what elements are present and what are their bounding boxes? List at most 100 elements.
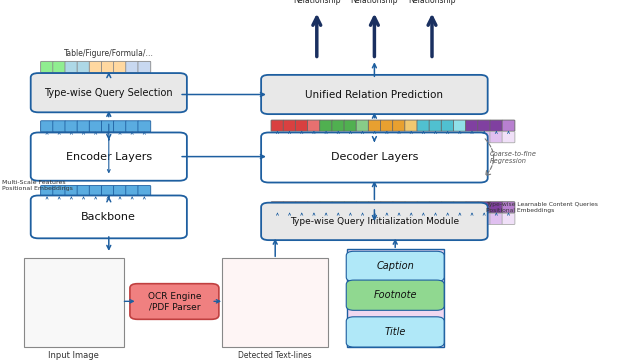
Text: Unified Relation Prediction: Unified Relation Prediction xyxy=(305,90,444,99)
FancyBboxPatch shape xyxy=(502,202,515,213)
FancyBboxPatch shape xyxy=(346,280,444,310)
FancyBboxPatch shape xyxy=(138,121,151,132)
FancyBboxPatch shape xyxy=(502,131,515,143)
Text: Type-wise Learnable Content Queries
Positional Embeddings: Type-wise Learnable Content Queries Posi… xyxy=(486,202,598,213)
FancyBboxPatch shape xyxy=(344,213,357,225)
FancyBboxPatch shape xyxy=(271,120,284,131)
FancyBboxPatch shape xyxy=(369,131,381,143)
FancyBboxPatch shape xyxy=(65,197,78,209)
FancyBboxPatch shape xyxy=(490,202,503,213)
FancyBboxPatch shape xyxy=(381,131,394,143)
FancyBboxPatch shape xyxy=(77,132,90,143)
FancyBboxPatch shape xyxy=(41,197,54,209)
FancyBboxPatch shape xyxy=(41,61,54,72)
FancyArrowPatch shape xyxy=(485,139,493,175)
FancyBboxPatch shape xyxy=(307,131,320,143)
FancyBboxPatch shape xyxy=(429,120,442,131)
FancyBboxPatch shape xyxy=(453,213,466,225)
FancyBboxPatch shape xyxy=(442,131,454,143)
FancyBboxPatch shape xyxy=(125,61,139,72)
Text: Coarse-to-fine
Regression: Coarse-to-fine Regression xyxy=(490,151,536,164)
FancyBboxPatch shape xyxy=(381,120,394,131)
FancyBboxPatch shape xyxy=(102,121,115,132)
FancyBboxPatch shape xyxy=(344,120,357,131)
Text: Title: Title xyxy=(385,327,406,337)
FancyBboxPatch shape xyxy=(332,213,345,225)
Text: Logical Role
Relationship: Logical Role Relationship xyxy=(408,0,456,5)
FancyBboxPatch shape xyxy=(453,131,466,143)
FancyBboxPatch shape xyxy=(442,120,454,131)
Text: ⋯: ⋯ xyxy=(389,314,401,327)
FancyBboxPatch shape xyxy=(41,186,54,197)
Text: Caption: Caption xyxy=(376,261,414,271)
FancyBboxPatch shape xyxy=(130,284,219,319)
FancyBboxPatch shape xyxy=(466,131,479,143)
FancyBboxPatch shape xyxy=(502,120,515,131)
FancyBboxPatch shape xyxy=(31,195,187,238)
FancyBboxPatch shape xyxy=(283,120,296,131)
FancyBboxPatch shape xyxy=(77,121,90,132)
FancyBboxPatch shape xyxy=(429,131,442,143)
FancyBboxPatch shape xyxy=(283,213,296,225)
Text: Decoder Layers: Decoder Layers xyxy=(331,153,418,162)
FancyBboxPatch shape xyxy=(356,213,369,225)
FancyBboxPatch shape xyxy=(490,131,503,143)
FancyBboxPatch shape xyxy=(295,120,308,131)
FancyBboxPatch shape xyxy=(295,213,308,225)
FancyBboxPatch shape xyxy=(417,202,430,213)
FancyBboxPatch shape xyxy=(41,132,54,143)
FancyBboxPatch shape xyxy=(478,120,491,131)
FancyBboxPatch shape xyxy=(77,61,90,72)
FancyBboxPatch shape xyxy=(466,213,479,225)
FancyBboxPatch shape xyxy=(381,213,394,225)
FancyBboxPatch shape xyxy=(490,120,503,131)
FancyBboxPatch shape xyxy=(405,120,418,131)
FancyBboxPatch shape xyxy=(125,197,139,209)
FancyBboxPatch shape xyxy=(125,132,139,143)
FancyBboxPatch shape xyxy=(295,202,308,213)
FancyBboxPatch shape xyxy=(31,73,187,112)
FancyBboxPatch shape xyxy=(320,131,333,143)
FancyBboxPatch shape xyxy=(393,202,406,213)
FancyBboxPatch shape xyxy=(346,251,444,282)
FancyBboxPatch shape xyxy=(442,213,454,225)
FancyBboxPatch shape xyxy=(271,213,284,225)
FancyBboxPatch shape xyxy=(77,186,90,197)
FancyBboxPatch shape xyxy=(393,131,406,143)
Text: Multi-Scale Features
Positional Embeddings: Multi-Scale Features Positional Embeddin… xyxy=(2,180,73,191)
FancyBboxPatch shape xyxy=(405,131,418,143)
FancyBboxPatch shape xyxy=(65,61,78,72)
FancyBboxPatch shape xyxy=(307,202,320,213)
Text: Inter-Region
Relationship: Inter-Region Relationship xyxy=(351,0,398,5)
FancyBboxPatch shape xyxy=(405,213,418,225)
FancyBboxPatch shape xyxy=(114,132,127,143)
FancyBboxPatch shape xyxy=(478,213,491,225)
FancyBboxPatch shape xyxy=(429,202,442,213)
FancyBboxPatch shape xyxy=(344,202,357,213)
FancyBboxPatch shape xyxy=(442,202,454,213)
FancyBboxPatch shape xyxy=(90,197,102,209)
FancyBboxPatch shape xyxy=(114,197,127,209)
FancyBboxPatch shape xyxy=(356,202,369,213)
FancyBboxPatch shape xyxy=(320,202,333,213)
FancyBboxPatch shape xyxy=(466,120,479,131)
FancyBboxPatch shape xyxy=(53,121,66,132)
FancyBboxPatch shape xyxy=(53,186,66,197)
FancyBboxPatch shape xyxy=(417,120,430,131)
FancyBboxPatch shape xyxy=(429,213,442,225)
FancyBboxPatch shape xyxy=(347,249,444,347)
FancyBboxPatch shape xyxy=(271,202,284,213)
FancyBboxPatch shape xyxy=(114,186,127,197)
FancyBboxPatch shape xyxy=(90,61,102,72)
FancyBboxPatch shape xyxy=(332,120,345,131)
FancyBboxPatch shape xyxy=(53,61,66,72)
Text: Detected Text-lines
$(t_1, t_2, t_3 \cdots t_{n-1}, t_n)$: Detected Text-lines $(t_1, t_2, t_3 \cdo… xyxy=(238,351,312,360)
FancyBboxPatch shape xyxy=(90,186,102,197)
FancyBboxPatch shape xyxy=(332,202,345,213)
FancyBboxPatch shape xyxy=(405,202,418,213)
FancyBboxPatch shape xyxy=(53,197,66,209)
FancyBboxPatch shape xyxy=(490,213,503,225)
FancyBboxPatch shape xyxy=(125,186,139,197)
FancyBboxPatch shape xyxy=(102,197,115,209)
Text: Backbone: Backbone xyxy=(81,212,136,222)
